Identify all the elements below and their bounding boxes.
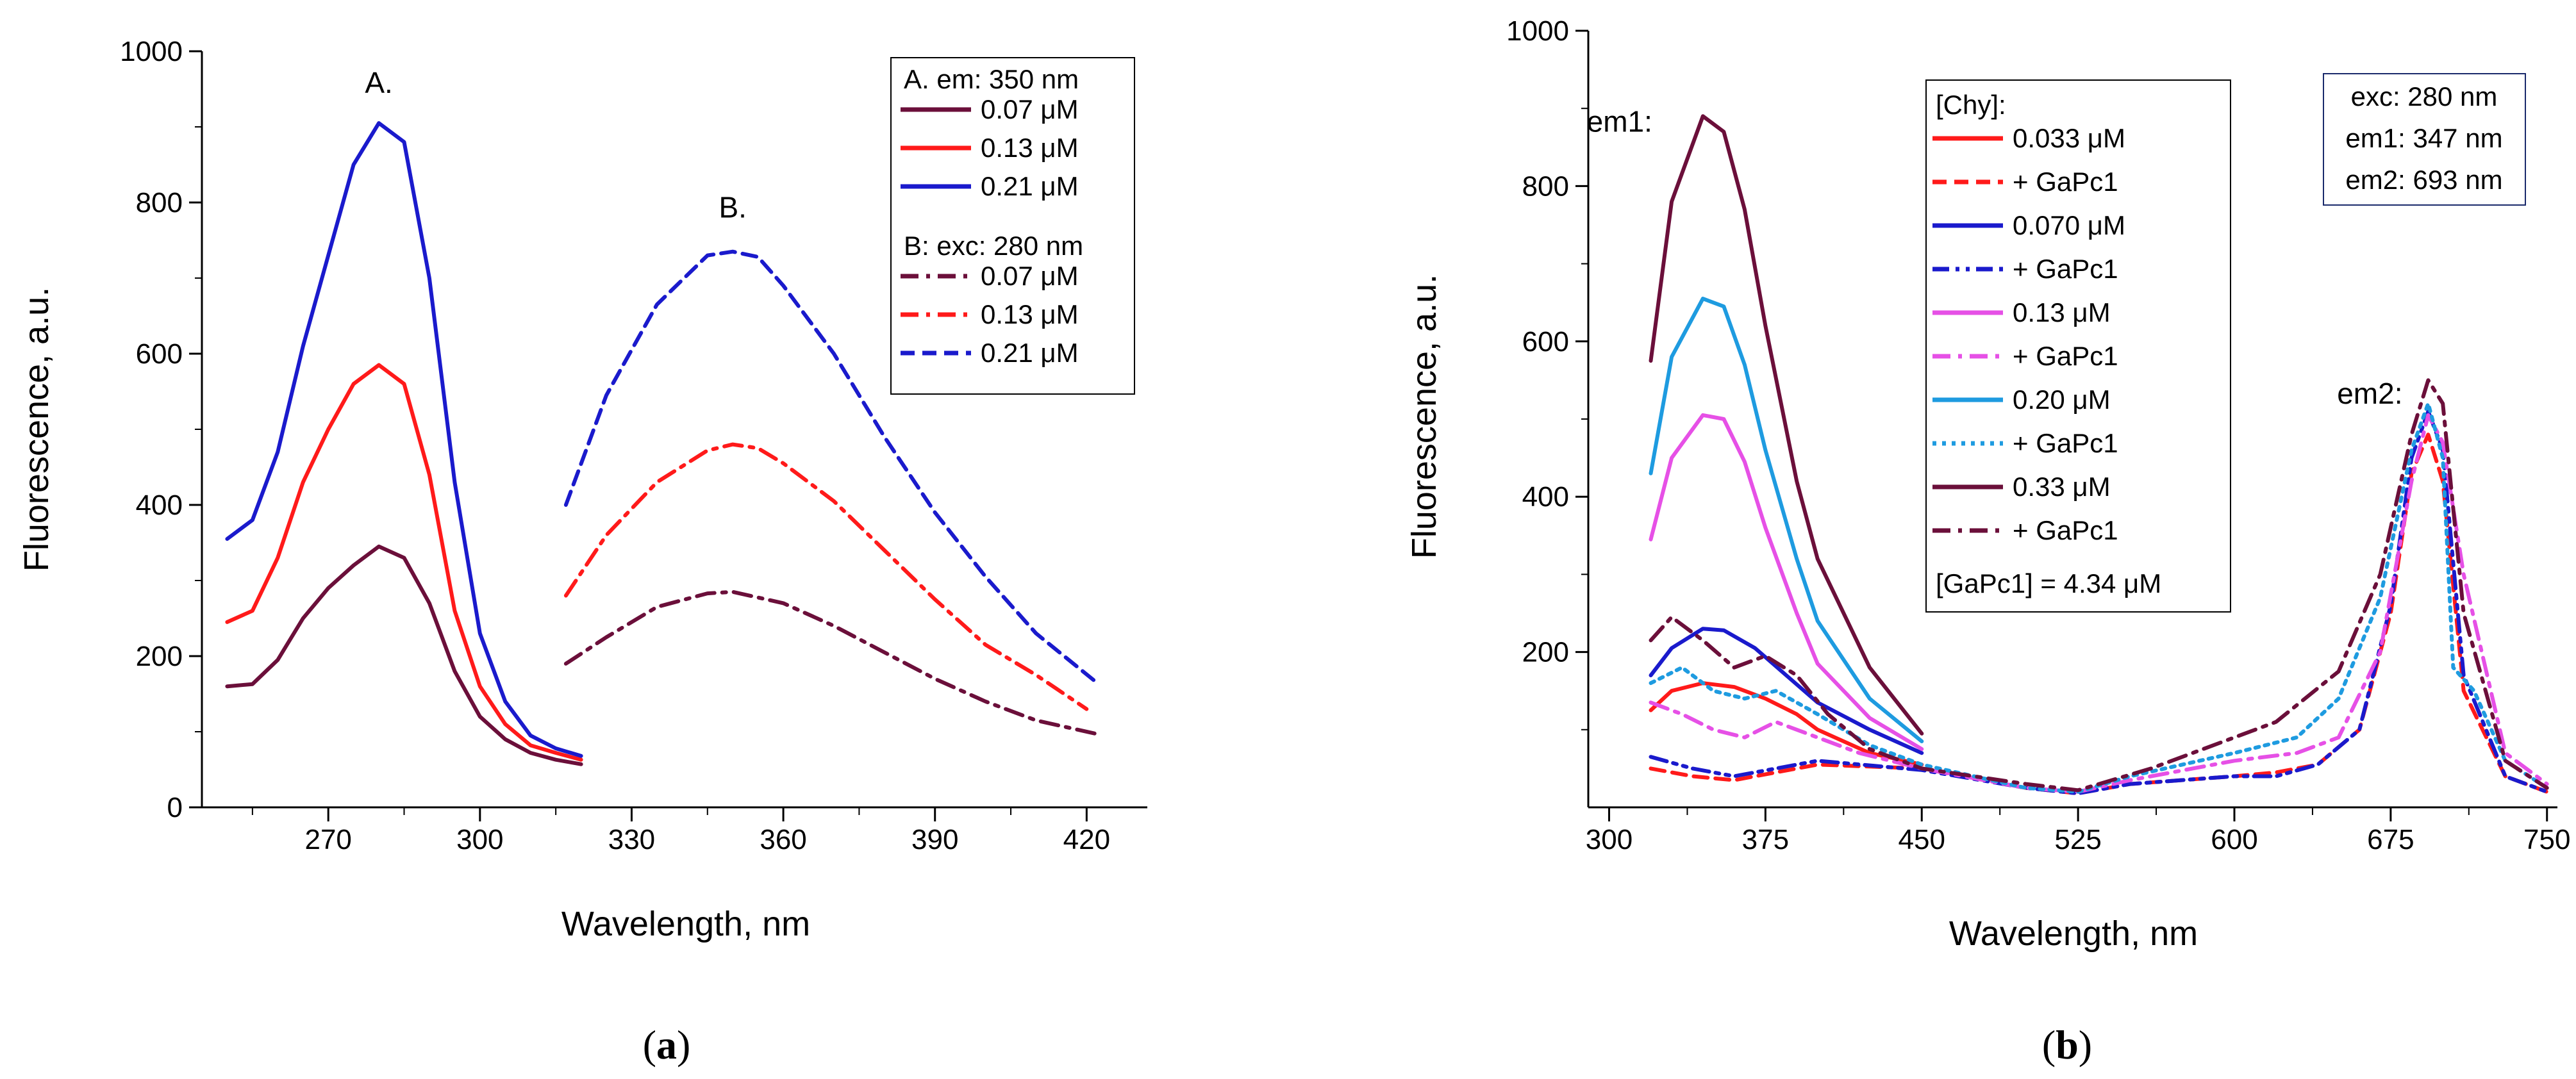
x-tick-label: 600	[2211, 824, 2257, 855]
x-tick-label: 450	[1899, 824, 1945, 855]
x-tick-label: 420	[1063, 824, 1110, 855]
panel-a-caption-letter: a	[656, 1022, 677, 1067]
y-tick-label: 1000	[1506, 15, 1569, 47]
x-tick-label: 525	[2054, 824, 2101, 855]
panel-b-info-em1: em1: 347 nm	[2345, 123, 2502, 153]
panel-b-info-em2: em2: 693 nm	[2345, 165, 2502, 195]
x-tick-label: 390	[911, 824, 958, 855]
series-line	[1649, 681, 1924, 767]
panel-b-caption: (b)	[2042, 1022, 2092, 1067]
series-line	[1649, 297, 1924, 743]
legend-entry-label: 0.033 μM	[2013, 123, 2125, 153]
panel-a-y-axis-label: Fluorescence, a.u.	[17, 287, 56, 572]
legend-entry-label: 0.13 μM	[2013, 297, 2111, 327]
annotation-label: A.	[365, 66, 392, 99]
legend-entry-label: 0.07 μM	[981, 94, 1079, 124]
panel-b-legend-header: [Chy]:	[1936, 90, 2006, 120]
x-tick-label: 270	[304, 824, 351, 855]
panel-b-ticks: 300 375 450 525 600 675 750 200 400 600 800 1000	[1506, 15, 2570, 855]
series-line	[563, 589, 1099, 736]
panel-a-ticks: 270 300 330 360 390 420 0 200 400 600 800 1000	[120, 36, 1110, 855]
legend-entry-label: 0.33 μM	[2013, 472, 2111, 502]
series-line	[225, 363, 583, 762]
panel-b-legend-footer: [GaPc1] = 4.34 μM	[1936, 568, 2161, 598]
panel-a-legend-header-a: A. em: 350 nm	[904, 64, 1079, 94]
y-tick-label: 200	[136, 641, 183, 672]
legend-entry-label: 0.21 μM	[981, 338, 1079, 368]
legend-entry-label: + GaPc1	[2013, 167, 2118, 197]
panel-a-caption: (a)	[643, 1022, 691, 1067]
legend-entry-label: + GaPc1	[2013, 515, 2118, 545]
x-tick-label: 750	[2523, 824, 2570, 855]
y-tick-label: 1000	[120, 36, 183, 67]
legend-entry-label: 0.13 μM	[981, 299, 1079, 329]
y-tick-label: 200	[1522, 637, 1569, 668]
panel-b-y-axis-label: Fluorescence, a.u.	[1405, 274, 1443, 559]
legend-entry-label: 0.07 μM	[981, 261, 1079, 291]
series-line	[1649, 401, 2549, 794]
x-tick-label: 330	[608, 824, 655, 855]
panel-b-caption-letter: b	[2056, 1022, 2079, 1067]
series-line	[225, 544, 583, 766]
y-tick-label: 800	[136, 187, 183, 218]
y-tick-label: 400	[136, 490, 183, 521]
legend-entry-label: + GaPc1	[2013, 428, 2118, 458]
legend-entry-label: + GaPc1	[2013, 254, 2118, 284]
panel-b-info-box: exc: 280 nm em1: 347 nm em2: 693 nm	[2323, 73, 2526, 206]
legend-entry-label: 0.20 μM	[2013, 384, 2111, 415]
panel-b-series-lines	[1649, 114, 2549, 796]
series-line	[1649, 378, 2549, 793]
panel-b-info-exc: exc: 280 nm	[2351, 81, 2498, 111]
panel-b-chart: 300 375 450 525 600 675 750 200 400 600 800 1000 Wa…	[1405, 15, 2570, 1067]
panel-a-chart: 270 300 330 360 390 420 0 200 400 600 800 1000 Wave…	[17, 36, 1147, 1067]
x-tick-label: 300	[1586, 824, 1633, 855]
y-tick-label: 400	[1522, 481, 1569, 513]
panel-a-legend: A. em: 350 nm B: exc: 280 nm 0.07 μM 0.13…	[890, 57, 1135, 395]
y-tick-label: 800	[1522, 170, 1569, 202]
y-tick-label: 600	[136, 338, 183, 370]
annotation-label: em1:	[1587, 105, 1652, 138]
series-line	[1649, 627, 1924, 755]
series-line	[225, 121, 583, 758]
panel-a-series-lines	[225, 121, 1099, 766]
legend-entry-label: 0.13 μM	[981, 133, 1079, 163]
x-tick-label: 360	[760, 824, 806, 855]
annotation-label: em2:	[2337, 377, 2402, 410]
panel-a-x-axis-label: Wavelength, nm	[561, 905, 810, 943]
series-line	[1649, 114, 1924, 736]
series-line	[1649, 413, 1924, 752]
panel-b-x-axis-label: Wavelength, nm	[1949, 914, 2198, 953]
x-tick-label: 675	[2367, 824, 2414, 855]
panel-b-legend: [Chy]: 0.033 μM + GaPc1 0.070 μM + GaPc1 0.1…	[1925, 79, 2231, 613]
annotation-label: B.	[719, 191, 746, 224]
legend-entry-label: + GaPc1	[2013, 341, 2118, 371]
legend-entry-label: 0.070 μM	[2013, 210, 2125, 240]
legend-entry-label: 0.21 μM	[981, 171, 1079, 201]
series-line	[563, 249, 1099, 685]
x-tick-label: 375	[1742, 824, 1789, 855]
y-tick-label: 0	[167, 792, 183, 823]
y-tick-label: 600	[1522, 326, 1569, 358]
panel-a-legend-header-b: B: exc: 280 nm	[904, 231, 1083, 261]
series-line	[1649, 413, 2549, 794]
series-line	[563, 442, 1089, 711]
x-tick-label: 300	[456, 824, 503, 855]
